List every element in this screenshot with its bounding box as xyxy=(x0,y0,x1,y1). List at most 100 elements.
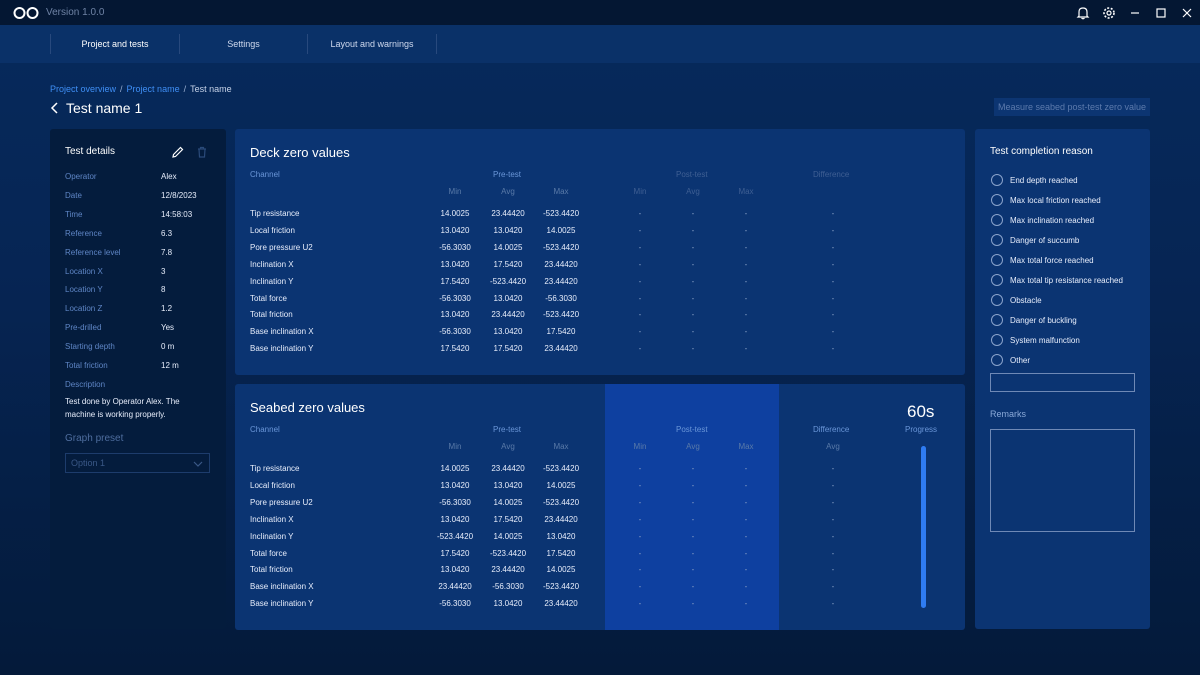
post-avg-value: - xyxy=(691,293,695,303)
channel-name: Base inclination X xyxy=(250,582,314,592)
radio-button[interactable] xyxy=(991,314,1003,326)
channel-name: Inclination X xyxy=(250,514,294,524)
page-header: Test name 1 xyxy=(50,100,142,116)
reason-option[interactable]: Danger of buckling xyxy=(991,313,1146,327)
post-max-value: - xyxy=(744,464,748,473)
radio-button[interactable] xyxy=(991,274,1003,286)
tab-layout-and-warnings[interactable]: Layout and warnings xyxy=(307,34,436,54)
reason-option[interactable]: Max inclination reached xyxy=(991,213,1146,227)
tab-settings[interactable]: Settings xyxy=(179,34,307,54)
post-min-value: - xyxy=(638,310,642,320)
difference-value: - xyxy=(831,344,835,354)
pre-avg-value: 14.0025 xyxy=(493,531,523,541)
chevron-left-icon[interactable] xyxy=(50,100,64,116)
reason-option[interactable]: Max total force reached xyxy=(991,253,1146,267)
post-avg-value: - xyxy=(691,344,695,354)
post-min-value: - xyxy=(638,514,642,524)
detail-label: Date xyxy=(65,190,82,200)
radio-button[interactable] xyxy=(991,234,1003,246)
reason-option[interactable]: Obstacle xyxy=(991,293,1146,307)
close-icon[interactable] xyxy=(1174,0,1200,25)
radio-button[interactable] xyxy=(991,254,1003,266)
table-row: Pore pressure U2 -56.3030 14.0025 -523.4420… xyxy=(235,243,965,255)
post-min-header: Min xyxy=(633,442,647,451)
table-row: Inclination Y -523.4420 14.0025 13.0420 - - - - xyxy=(235,532,965,544)
reason-option[interactable]: Other xyxy=(991,353,1146,367)
graph-preset-select[interactable]: Option 1 xyxy=(65,453,210,473)
post-max-value: - xyxy=(744,497,748,507)
maximize-icon[interactable] xyxy=(1148,0,1174,25)
post-min-value: - xyxy=(638,242,642,252)
breadcrumb-project-overview[interactable]: Project overview xyxy=(50,84,117,94)
test-details-heading: Test details xyxy=(65,146,116,157)
difference-header: Difference xyxy=(813,170,850,179)
radio-button[interactable] xyxy=(991,354,1003,366)
breadcrumb-separator: / xyxy=(120,84,123,94)
post-max-value: - xyxy=(744,599,748,609)
reason-option[interactable]: End depth reached xyxy=(991,173,1146,187)
test-details-panel: Test details Operator Alex Date 12/8/2023 Ti… xyxy=(50,129,226,629)
table-row: Local friction 13.0420 13.0420 14.0025 - - - - xyxy=(235,481,965,493)
table-row: Inclination X 13.0420 17.5420 23.44420 - - - - xyxy=(235,515,965,527)
post-max-value: - xyxy=(744,514,748,524)
pre-min-value: -56.3030 xyxy=(439,599,471,609)
pre-min-value: 17.5420 xyxy=(440,344,470,354)
gear-icon[interactable] xyxy=(1096,0,1122,25)
post-max-header: Max xyxy=(738,187,754,196)
table-row: Base inclination X 23.44420 -56.3030 -523.4… xyxy=(235,582,965,594)
top-navigation: Project and tests Settings Layout and wa… xyxy=(0,25,1200,63)
channel-name: Base inclination Y xyxy=(250,344,314,354)
radio-button[interactable] xyxy=(991,334,1003,346)
detail-label: Reference xyxy=(65,228,102,238)
remarks-textarea[interactable] xyxy=(990,429,1135,532)
detail-row: Starting depth 0 m xyxy=(65,342,215,354)
reason-option[interactable]: Max total tip resistance reached xyxy=(991,273,1146,287)
pre-avg-value: 17.5420 xyxy=(493,259,523,269)
pre-min-value: 13.0420 xyxy=(440,514,470,524)
reason-label: Max inclination reached xyxy=(1010,215,1095,225)
radio-button[interactable] xyxy=(991,294,1003,306)
difference-value: - xyxy=(831,599,835,609)
difference-value: - xyxy=(831,464,835,473)
reason-label: Max total force reached xyxy=(1010,255,1094,265)
channel-name: Base inclination X xyxy=(250,327,314,337)
minimize-icon[interactable] xyxy=(1122,0,1148,25)
detail-label: Description xyxy=(65,379,106,389)
reason-option[interactable]: Danger of succumb xyxy=(991,233,1146,247)
post-test-column-highlight xyxy=(605,384,779,630)
radio-button[interactable] xyxy=(991,214,1003,226)
detail-row: Location X 3 xyxy=(65,267,215,279)
channel-name: Inclination X xyxy=(250,259,294,269)
breadcrumb-project-name[interactable]: Project name xyxy=(126,84,180,94)
other-reason-input[interactable] xyxy=(990,373,1135,392)
measure-seabed-post-test-button[interactable]: Measure seabed post-test zero value xyxy=(994,98,1150,116)
difference-value: - xyxy=(831,293,835,303)
radio-button[interactable] xyxy=(991,194,1003,206)
table-row: Total friction 13.0420 23.44420 14.0025 - - - - xyxy=(235,565,965,577)
post-min-value: - xyxy=(638,209,642,218)
pre-max-value: 17.5420 xyxy=(546,327,576,337)
table-row: Tip resistance 14.0025 23.44420 -523.4420 - -… xyxy=(235,464,965,476)
reason-option[interactable]: System malfunction xyxy=(991,333,1146,347)
pre-min-value: 14.0025 xyxy=(440,209,470,218)
detail-label: Location Z xyxy=(65,304,103,314)
edit-icon[interactable] xyxy=(171,145,185,159)
post-avg-value: - xyxy=(691,242,695,252)
pre-max-value: 14.0025 xyxy=(546,565,576,575)
difference-value: - xyxy=(831,480,835,490)
channel-name: Total friction xyxy=(250,310,293,320)
trash-icon[interactable] xyxy=(195,145,209,159)
table-row: Total force -56.3030 13.0420 -56.3030 - - - - xyxy=(235,294,965,306)
tab-project-and-tests[interactable]: Project and tests xyxy=(50,34,179,54)
avg-header: Avg xyxy=(501,187,515,196)
post-min-value: - xyxy=(638,225,642,235)
post-avg-value: - xyxy=(691,514,695,524)
bell-icon[interactable] xyxy=(1070,0,1096,25)
seabed-title: Seabed zero values xyxy=(250,400,365,415)
reason-option[interactable]: Max local friction reached xyxy=(991,193,1146,207)
pre-min-value: 23.44420 xyxy=(438,582,472,592)
pre-max-value: 13.0420 xyxy=(546,531,576,541)
table-row: Pore pressure U2 -56.3030 14.0025 -523.4420… xyxy=(235,498,965,510)
radio-button[interactable] xyxy=(991,174,1003,186)
pre-min-value: -56.3030 xyxy=(439,293,471,303)
